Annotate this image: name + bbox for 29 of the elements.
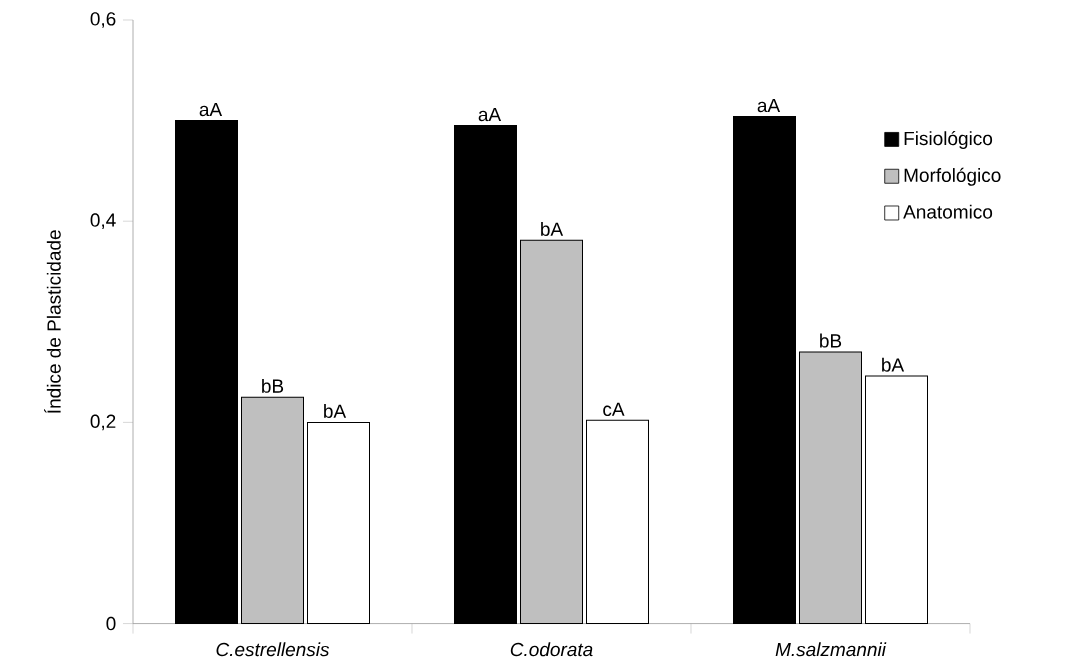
bar <box>799 351 862 625</box>
bar <box>307 421 370 625</box>
data-label: cA <box>603 402 625 416</box>
y-tick-label: 0,6 <box>90 12 116 28</box>
y-tick-label: 0,2 <box>90 414 116 431</box>
legend-label: Anatomico <box>903 204 993 219</box>
bar <box>175 120 238 625</box>
legend-label: Fisiológico <box>904 131 993 149</box>
bar <box>865 375 928 625</box>
data-label: aA <box>199 102 223 117</box>
y-tick-label: 0,4 <box>90 213 116 230</box>
data-label: aA <box>478 107 502 122</box>
data-label: bA <box>324 404 347 418</box>
legend-label: Morfológico <box>904 167 1001 186</box>
bar <box>454 125 517 625</box>
data-label: aA <box>757 98 781 113</box>
bar <box>733 116 796 625</box>
data-label: bB <box>262 378 284 393</box>
bar <box>586 419 649 625</box>
x-tick-label: C.estrellensis <box>216 642 330 657</box>
x-tick-label: M.salzmannii <box>775 642 887 657</box>
data-label: bA <box>541 221 564 236</box>
bar <box>241 396 304 625</box>
data-label: bA <box>882 357 905 372</box>
data-label: bB <box>820 333 842 348</box>
x-tick-label: C.odorata <box>510 642 593 657</box>
y-tick-label: 0 <box>106 616 116 631</box>
y-axis-title: Índice de Plasticidade <box>44 230 61 413</box>
bar <box>520 239 583 625</box>
